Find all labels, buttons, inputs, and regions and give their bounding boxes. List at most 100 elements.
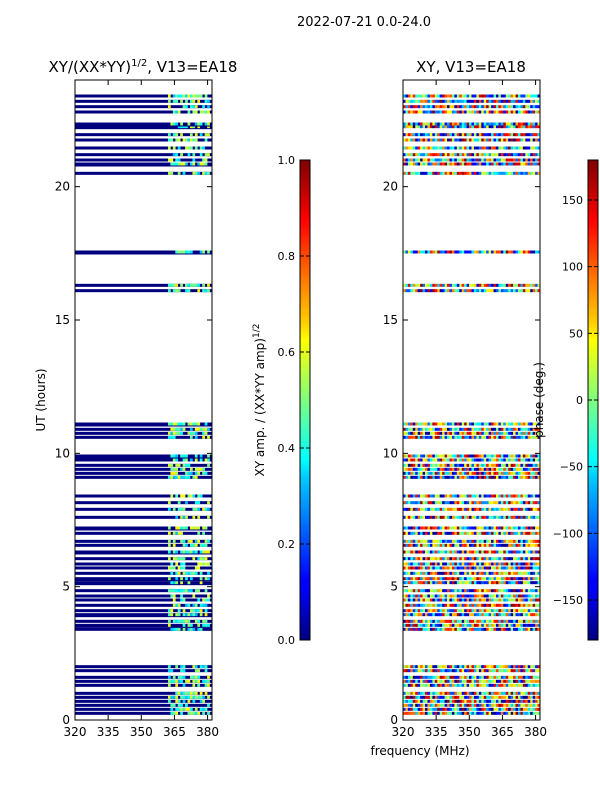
heatmap-cell [483, 289, 487, 293]
phase-colorbar-gradient [588, 160, 598, 640]
heatmap-cell [525, 463, 529, 467]
heatmap-cell [447, 122, 450, 126]
heatmap-cell [420, 289, 423, 293]
heatmap-cell [525, 571, 529, 575]
heatmap-cell [442, 471, 445, 475]
heatmap-cell [442, 494, 445, 498]
left-y-tick-label: 5 [62, 580, 70, 594]
heatmap-cell [182, 422, 186, 426]
heatmap-cell [175, 463, 179, 467]
heatmap-cell [517, 507, 521, 511]
heatmap-cell [442, 711, 445, 715]
heatmap-cell [204, 609, 208, 613]
heatmap-cell [491, 699, 494, 703]
heatmap-cell [510, 679, 514, 683]
heatmap-cell [189, 627, 193, 631]
heatmap-cell [493, 475, 497, 479]
heatmap-cell [437, 422, 440, 426]
heatmap-cell [405, 577, 409, 581]
heatmap-cell [520, 581, 524, 585]
heatmap-cell [427, 162, 431, 166]
heatmap-cell [185, 475, 188, 479]
heatmap-cell [207, 435, 210, 439]
heatmap-cell [486, 543, 489, 547]
heatmap-cell [412, 581, 416, 585]
heatmap-cell [175, 627, 179, 631]
heatmap-cell [425, 471, 428, 475]
heatmap-cell [175, 699, 179, 703]
heatmap-cell [520, 467, 524, 471]
heatmap-row [403, 454, 540, 458]
heatmap-cell [525, 581, 529, 585]
heatmap-cell [444, 665, 448, 669]
heatmap-cell [469, 125, 472, 129]
heatmap-cell [182, 105, 186, 109]
heatmap-cell [456, 675, 460, 679]
heatmap-cell [537, 543, 540, 547]
heatmap-cell [417, 623, 421, 627]
heatmap-cell [491, 571, 494, 575]
heatmap-cell [192, 665, 196, 669]
heatmap-cell [466, 557, 470, 561]
heatmap-cell [525, 99, 529, 103]
heatmap-row [403, 539, 540, 543]
heatmap-cell [407, 454, 411, 458]
heatmap-cell [527, 619, 531, 623]
heatmap-cell [500, 458, 504, 462]
heatmap-cell [476, 467, 480, 471]
heatmap-cell [517, 619, 521, 623]
heatmap-cell [530, 110, 533, 114]
heatmap-cell [167, 589, 171, 593]
heatmap-cell [417, 679, 421, 683]
heatmap-cell [429, 463, 433, 467]
heatmap-cell [197, 427, 201, 431]
heatmap-cell [427, 171, 431, 175]
heatmap-cell [199, 557, 203, 561]
heatmap-cell [493, 589, 497, 593]
heatmap-cell [407, 711, 411, 715]
left-panel-title: XY/(XX*YY)1/2, V13=EA18 [49, 58, 238, 76]
heatmap-cell [520, 171, 524, 175]
heatmap-cell [469, 526, 472, 530]
heatmap-cell [530, 171, 533, 175]
heatmap-cell [434, 138, 438, 142]
heatmap-cell [451, 699, 455, 703]
heatmap-cell [532, 122, 536, 126]
heatmap-cell [199, 627, 203, 631]
heatmap-cell [505, 609, 509, 613]
heatmap-row [403, 571, 540, 575]
heatmap-cell [170, 171, 174, 175]
heatmap-cell [500, 133, 504, 137]
heatmap-cell [491, 543, 494, 547]
heatmap-cell [493, 598, 497, 602]
heatmap-cell [464, 619, 467, 623]
heatmap-cell [425, 562, 428, 566]
heatmap-cell [437, 105, 440, 109]
heatmap-cell [204, 707, 208, 711]
heatmap-cell [442, 603, 445, 607]
heatmap-cell [456, 577, 460, 581]
heatmap-cell [192, 543, 196, 547]
heatmap-cell [449, 683, 453, 687]
heatmap-cell [403, 158, 406, 162]
heatmap-cell [444, 691, 448, 695]
heatmap-cell [481, 707, 485, 711]
heatmap-cell [192, 683, 196, 687]
heatmap-cell [530, 581, 533, 585]
heatmap-cell [537, 122, 540, 126]
heatmap-row [75, 250, 212, 255]
heatmap-cell [478, 683, 482, 687]
heatmap-cell [170, 695, 174, 699]
heatmap-cell [442, 594, 445, 598]
heatmap-cell [442, 571, 445, 575]
heatmap-cell [459, 427, 463, 431]
heatmap-cell [456, 562, 460, 566]
heatmap-cell [439, 531, 443, 535]
heatmap-cell [192, 105, 196, 109]
heatmap-cell [456, 422, 460, 426]
heatmap-cell [199, 454, 203, 458]
heatmap-cell [434, 703, 438, 707]
heatmap-cell [405, 427, 409, 431]
heatmap-cell [429, 475, 433, 479]
heatmap-cell [473, 609, 477, 613]
